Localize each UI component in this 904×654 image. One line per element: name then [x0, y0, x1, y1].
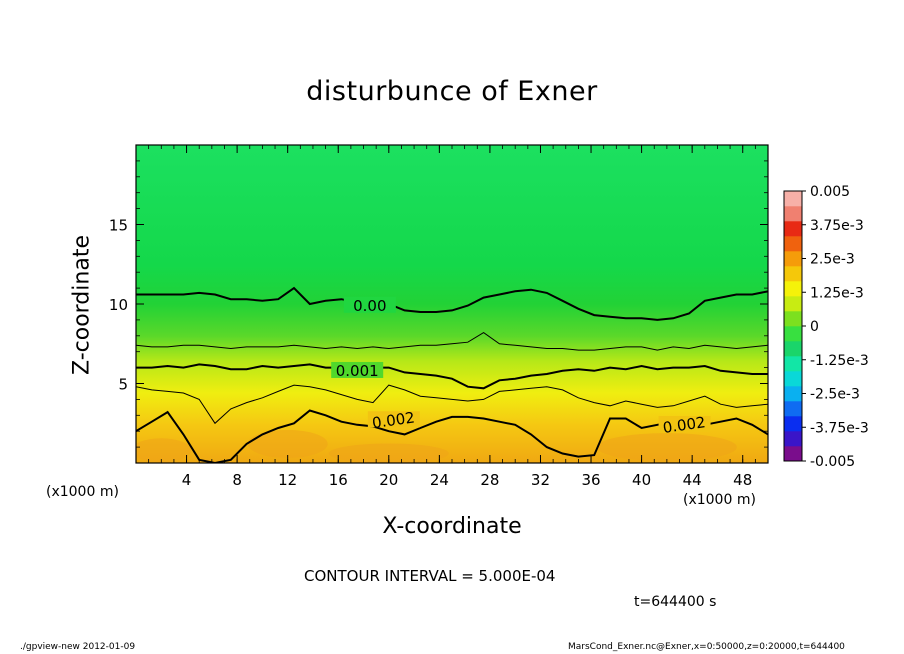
warm-patch: [247, 429, 328, 458]
colorbar-label: -0.005: [810, 454, 855, 470]
contour-label: 0.00: [353, 297, 386, 315]
contour-interval-note: CONTOUR INTERVAL = 5.000E-04: [304, 567, 556, 585]
x-tick-label: 32: [531, 471, 550, 489]
colorbar-label: -2.5e-3: [810, 387, 860, 403]
colorbar-label: 0: [810, 319, 819, 335]
time-stamp: t=644400 s: [634, 594, 717, 610]
x-axis-unit-left: (x1000 m): [46, 484, 119, 500]
x-tick-label: 4: [182, 471, 192, 489]
colorbar-label: -3.75e-3: [810, 420, 869, 436]
colorbar-segment: [784, 251, 802, 267]
x-tick-label: 20: [379, 471, 398, 489]
x-tick-label: 28: [480, 471, 499, 489]
colorbar-segment: [784, 446, 802, 462]
colorbar-segment: [784, 221, 802, 237]
x-tick-label: 36: [581, 471, 600, 489]
footer-left: ./gpview-new 2012-01-09: [20, 642, 136, 652]
contour-label-bg: [343, 296, 396, 313]
contour-layer: [136, 286, 768, 463]
chart-title: disturbunce of Exner: [306, 76, 598, 107]
x-tick-label: 44: [683, 471, 702, 489]
colorbar-segment: [784, 191, 802, 207]
contour-label-bg: [367, 411, 420, 428]
y-axis-ticks: 5 10 15: [109, 144, 768, 464]
colorbar-segment: [784, 401, 802, 417]
colorbar-segment: [784, 311, 802, 327]
colorbar-segment: [784, 416, 802, 432]
colorbar-segment: [784, 236, 802, 252]
y-tick-label: 15: [109, 217, 128, 235]
x-tick-label: 48: [733, 471, 752, 489]
warm-patch: [328, 443, 449, 463]
contour-label: 0.002: [371, 408, 416, 432]
x-tick-label: 12: [278, 471, 297, 489]
contour-label-bg: [331, 361, 384, 378]
colorbar: 0.005 3.75e-3 2.5e-3 1.25e-3 0 -1.25e-3 -2.5e-…: [783, 184, 869, 470]
y-tick-label: 10: [109, 296, 128, 314]
colorbar-segment: [784, 296, 802, 312]
x-tick-label: 24: [430, 471, 449, 489]
contour-line: [136, 332, 768, 351]
y-tick-label: 5: [118, 376, 128, 394]
colorbar-segment: [784, 206, 802, 222]
colorbar-segment: [784, 266, 802, 282]
colorbar-segment: [784, 371, 802, 387]
footer-right: MarsCond_Exner.nc@Exner,x=0:50000,z=0:20…: [568, 642, 845, 652]
x-tick-label: 8: [232, 471, 242, 489]
warm-patch: [596, 433, 737, 462]
contour-label: 0.001: [336, 362, 379, 380]
contour-line: [136, 363, 768, 390]
colorbar-segment: [784, 356, 802, 372]
contour-labels: 0.00 0.001 0.002 0.002: [331, 296, 711, 437]
x-axis-ticks: 4 8 12 16 20 24 28 32 36 40 44 48: [135, 145, 769, 489]
colorbar-segment: [784, 386, 802, 402]
colorbar-segment: [784, 326, 802, 342]
plot-field: [136, 145, 768, 463]
colorbar-label: 0.005: [810, 184, 850, 200]
colorbar-label: 1.25e-3: [810, 285, 864, 301]
contour-line: [136, 384, 768, 425]
colorbar-label: 3.75e-3: [810, 218, 864, 234]
colorbar-segment: [784, 431, 802, 447]
colorbar-label: -1.25e-3: [810, 353, 869, 369]
colorbar-label: 2.5e-3: [810, 252, 855, 268]
x-tick-label: 40: [632, 471, 651, 489]
x-axis-unit-right: (x1000 m): [683, 492, 756, 508]
contour-label-bg: [658, 416, 711, 433]
colorbar-segment: [784, 341, 802, 357]
x-tick-label: 16: [329, 471, 348, 489]
contour-label: 0.002: [662, 413, 707, 437]
x-axis-label: X-coordinate: [382, 514, 522, 539]
colorbar-segment: [784, 281, 802, 297]
warm-patch: [136, 438, 192, 463]
contour-line: [136, 286, 768, 321]
